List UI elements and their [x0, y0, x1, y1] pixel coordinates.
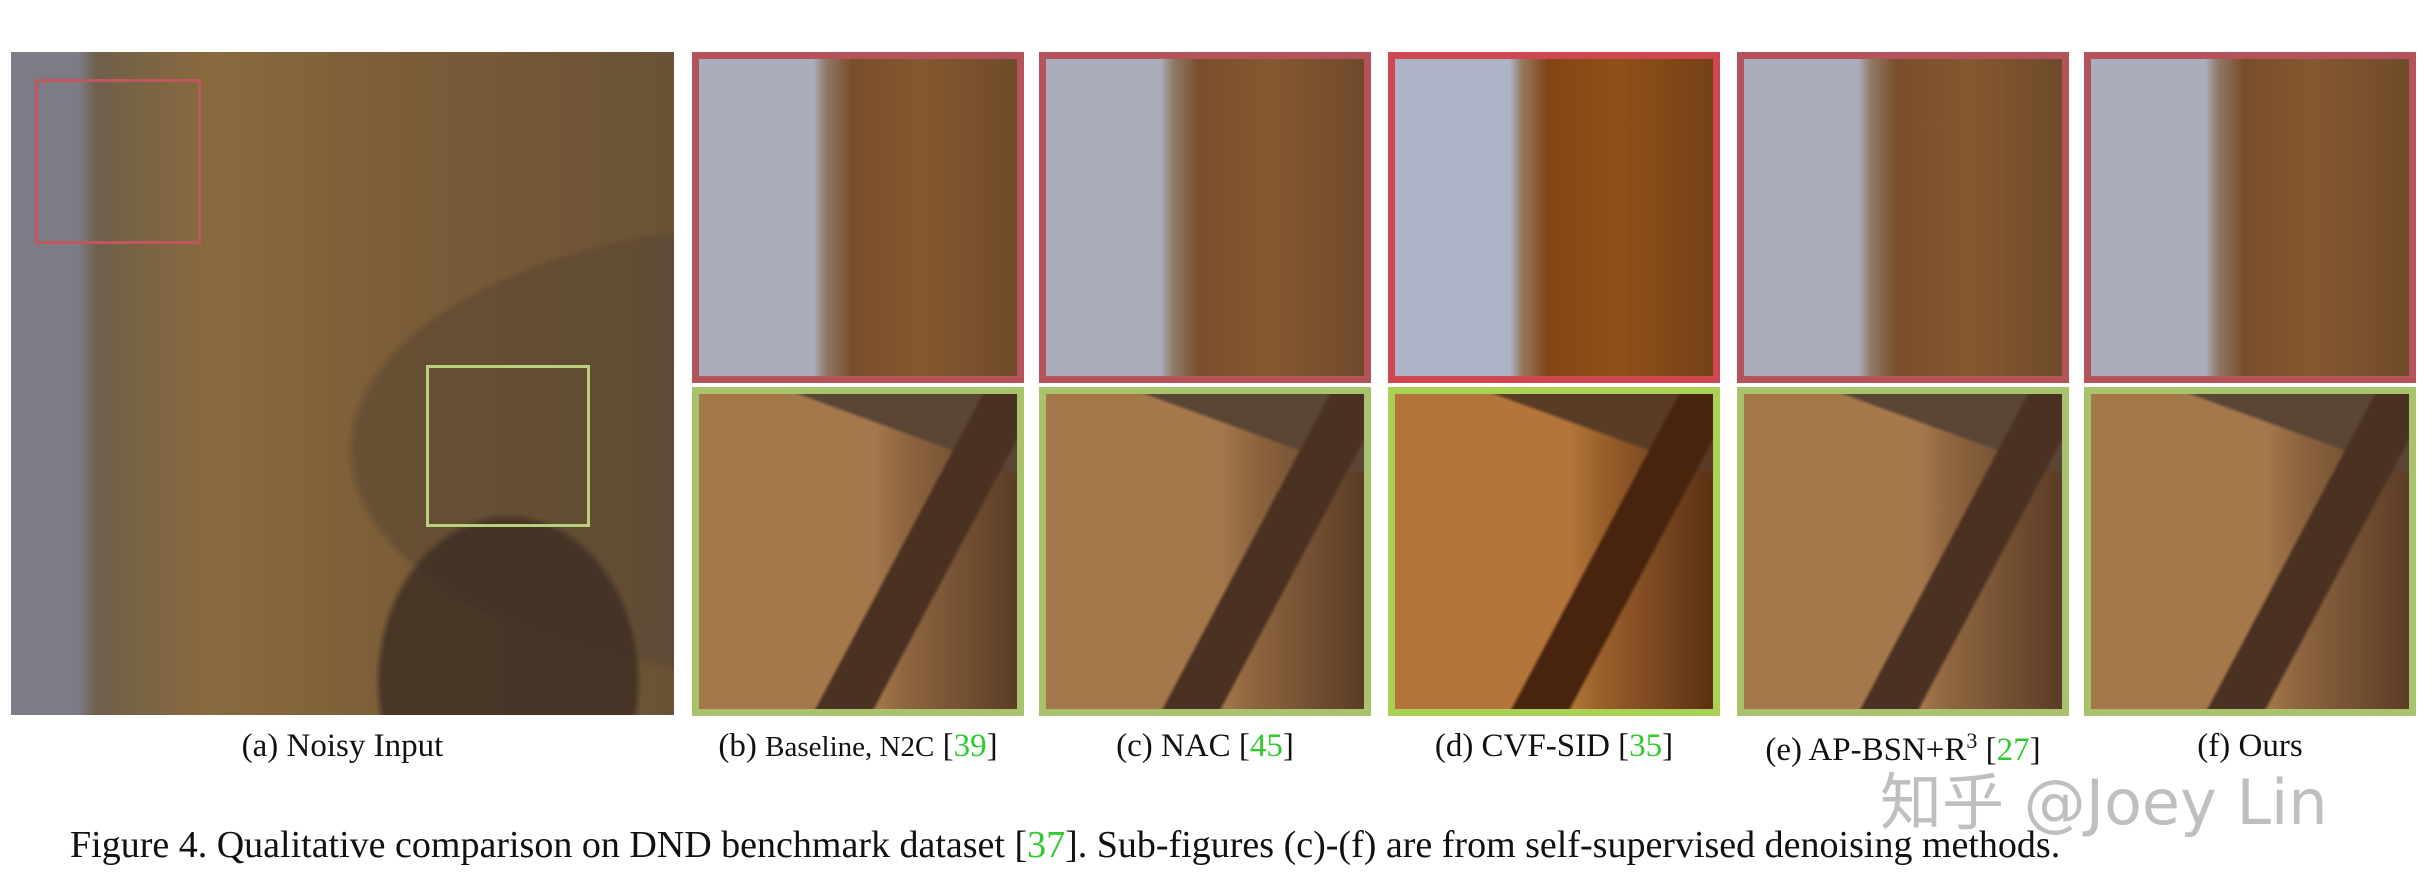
crop-top — [1039, 52, 1371, 383]
caption-text: Figure 4. Qualitative comparison on DND … — [70, 824, 1028, 866]
subcaption: (e) AP-BSN+R3 [27] — [1727, 728, 2079, 769]
figure-caption: Figure 4. Qualitative comparison on DND … — [70, 823, 2060, 867]
crop-bottom — [1039, 387, 1371, 716]
subcaption: (c) NAC [45] — [1116, 728, 1294, 764]
subcaption-text: [ — [934, 728, 954, 764]
crop-bottom — [692, 387, 1024, 716]
subcaption-text: ] — [2029, 732, 2041, 768]
crop-bottom — [1388, 387, 1720, 716]
noisy-input-image — [11, 52, 674, 715]
red-crop-box — [35, 79, 201, 244]
crop-top — [1737, 52, 2069, 383]
caption-text: ]. Sub-figures (c)-(f) are from self-sup… — [1065, 824, 2061, 866]
green-crop-box — [426, 365, 590, 527]
citation-ref[interactable]: 45 — [1249, 728, 1283, 764]
subcaption-text: (f) Ours — [2197, 728, 2303, 764]
crop-top — [1388, 52, 1720, 383]
crop-bottom — [1737, 387, 2069, 716]
crop-top — [2084, 52, 2416, 383]
citation-ref[interactable]: 39 — [953, 728, 987, 764]
watermark: 知乎 @Joey Lin — [1880, 766, 2328, 839]
crop-top — [692, 52, 1024, 383]
subcaption-text: (c) NAC [ — [1116, 728, 1250, 764]
subcaption-text: (a) Noisy Input — [241, 728, 444, 764]
subcaption-text: [ — [1977, 732, 1997, 768]
subcaption-text: (d) CVF-SID [ — [1434, 728, 1630, 764]
subcaption: (b) Baseline, N2C [39] — [672, 728, 1044, 765]
subcaption-text: (b) — [718, 728, 766, 764]
subcaption-text: (e) AP-BSN+R — [1765, 732, 1967, 768]
subcaption-text: Baseline, N2C — [765, 731, 935, 763]
subcaption-text: ] — [986, 728, 998, 764]
citation-ref[interactable]: 27 — [1996, 732, 2030, 768]
subcaption: (d) CVF-SID [35] — [1434, 728, 1674, 764]
citation-ref[interactable]: 37 — [1027, 824, 1066, 866]
citation-ref[interactable]: 35 — [1629, 728, 1663, 764]
subcaption: (f) Ours — [2084, 728, 2416, 765]
superscript: 3 — [1966, 728, 1978, 753]
crop-bottom — [2084, 387, 2416, 716]
subcaption: (a) Noisy Input — [11, 728, 674, 765]
